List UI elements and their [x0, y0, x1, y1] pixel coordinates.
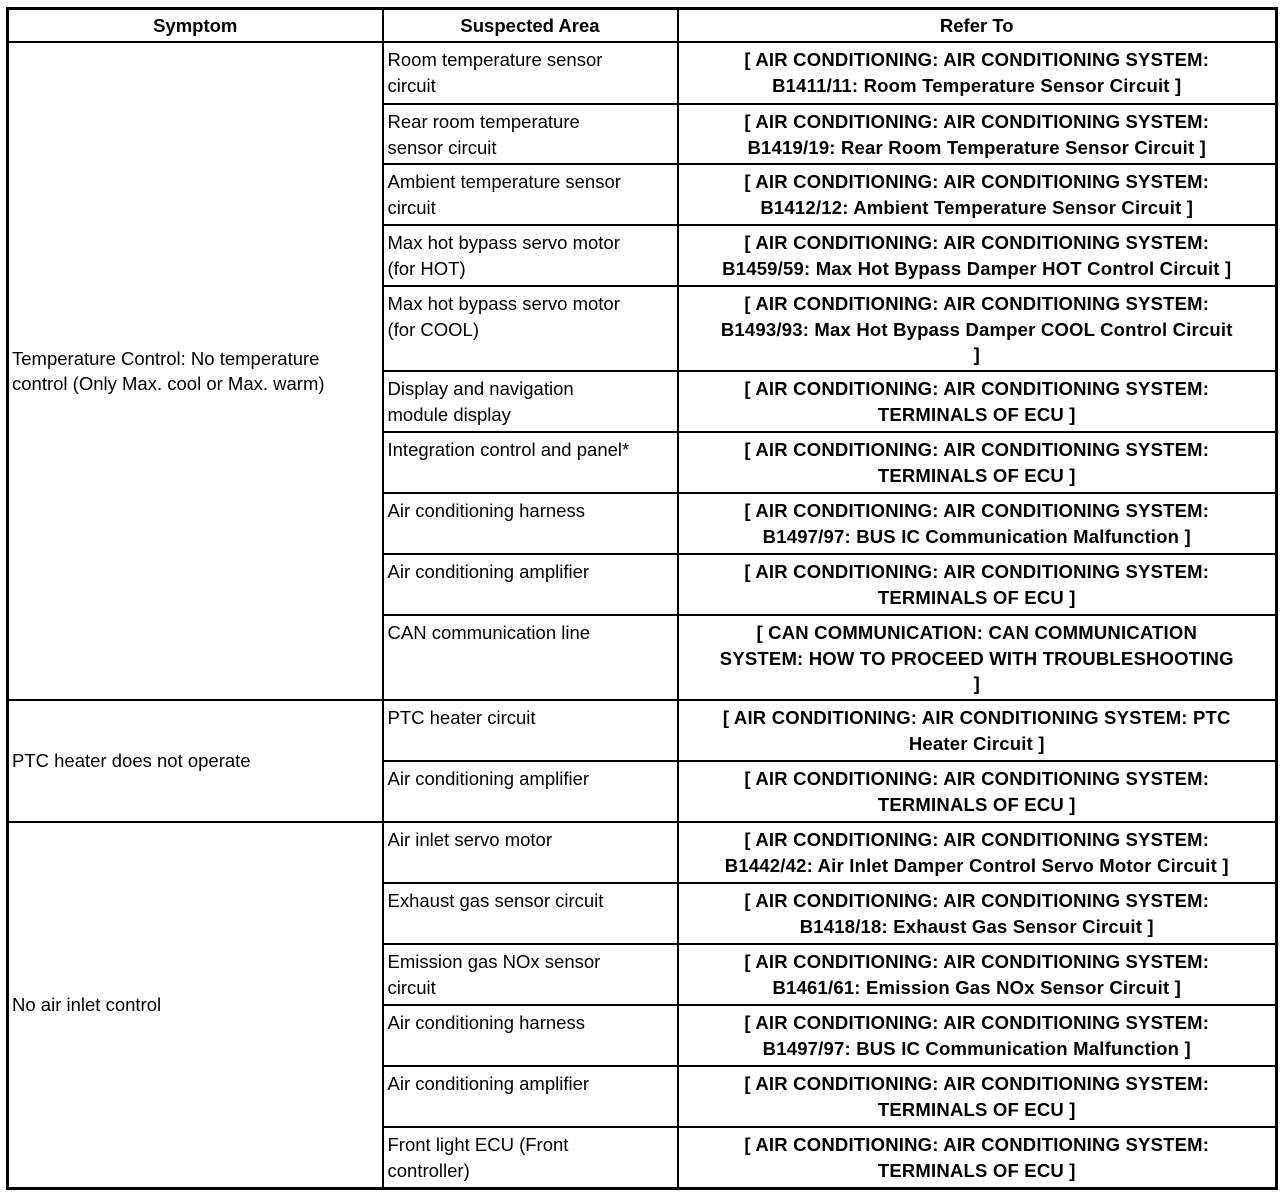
- table-row: Air conditioning amplifier[ AIR CONDITIO…: [8, 553, 1278, 616]
- refer-to-link[interactable]: [ AIR CONDITIONING: AIR CONDITIONING SYS…: [676, 1004, 1278, 1067]
- suspected-area-cell: Emission gas NOx sensor circuit: [381, 943, 679, 1006]
- refer-to-link[interactable]: [ AIR CONDITIONING: AIR CONDITIONING SYS…: [676, 943, 1278, 1006]
- table-row: Integration control and panel*[ AIR COND…: [8, 431, 1278, 494]
- troubleshooting-table: Symptom Suspected Area Refer To Temperat…: [6, 7, 1278, 1190]
- refer-to-link[interactable]: [ AIR CONDITIONING: AIR CONDITIONING SYS…: [676, 699, 1278, 762]
- refer-to-link[interactable]: [ AIR CONDITIONING: AIR CONDITIONING SYS…: [676, 1065, 1278, 1128]
- symptom-cell: Temperature Control: No temperature cont…: [6, 41, 384, 701]
- refer-to-link[interactable]: [ AIR CONDITIONING: AIR CONDITIONING SYS…: [676, 285, 1278, 372]
- table-row: Air conditioning amplifier[ AIR CONDITIO…: [8, 1065, 1278, 1128]
- table-row: Ambient temperature sensor circuit[ AIR …: [8, 163, 1278, 226]
- suspected-area-cell: Air conditioning amplifier: [381, 760, 679, 823]
- table-row: Emission gas NOx sensor circuit[ AIR CON…: [8, 943, 1278, 1006]
- suspected-area-cell: Integration control and panel*: [381, 431, 679, 494]
- refer-to-link[interactable]: [ AIR CONDITIONING: AIR CONDITIONING SYS…: [676, 370, 1278, 433]
- table-row: Exhaust gas sensor circuit[ AIR CONDITIO…: [8, 882, 1278, 945]
- header-refer-to: Refer To: [676, 7, 1278, 43]
- symptom-cell: PTC heater does not operate: [6, 699, 384, 823]
- refer-to-link[interactable]: [ AIR CONDITIONING: AIR CONDITIONING SYS…: [676, 882, 1278, 945]
- table-row: PTC heater does not operate PTC heater ci…: [6, 699, 1278, 823]
- table-row: CAN communication line[ CAN COMMUNICATIO…: [8, 614, 1278, 701]
- table-row: Display and navigation module display[ A…: [8, 370, 1278, 433]
- refer-to-link[interactable]: [ AIR CONDITIONING: AIR CONDITIONING SYS…: [676, 760, 1278, 823]
- refer-to-link[interactable]: [ AIR CONDITIONING: AIR CONDITIONING SYS…: [676, 431, 1278, 494]
- suspected-area-cell: Display and navigation module display: [381, 370, 679, 433]
- table-row: Temperature Control: No temperature cont…: [6, 41, 1278, 701]
- table-row: Air conditioning harness[ AIR CONDITIONI…: [8, 492, 1278, 555]
- refer-to-link[interactable]: [ AIR CONDITIONING: AIR CONDITIONING SYS…: [676, 553, 1278, 616]
- suspected-area-cell: PTC heater circuit: [381, 699, 679, 762]
- table-body: Temperature Control: No temperature cont…: [6, 41, 1278, 1189]
- suspected-area-cell: Max hot bypass servo motor (for HOT): [381, 224, 679, 287]
- suspected-area-cell: Air inlet servo motor: [381, 821, 679, 884]
- suspected-area-cell: Ambient temperature sensor circuit: [381, 163, 679, 226]
- refer-to-link[interactable]: [ CAN COMMUNICATION: CAN COMMUNICATION S…: [676, 614, 1278, 701]
- table-row: Front light ECU (Front controller)[ AIR …: [8, 1126, 1278, 1189]
- refer-to-link[interactable]: [ AIR CONDITIONING: AIR CONDITIONING SYS…: [676, 492, 1278, 555]
- suspected-area-cell: Air conditioning amplifier: [381, 553, 679, 616]
- table-row: No air inlet control Air inlet servo moto…: [6, 821, 1278, 1189]
- header-suspected-area: Suspected Area: [381, 7, 679, 43]
- refer-to-link[interactable]: [ AIR CONDITIONING: AIR CONDITIONING SYS…: [676, 224, 1278, 287]
- symptom-cell: No air inlet control: [6, 821, 384, 1189]
- suspected-area-cell: Front light ECU (Front controller): [381, 1126, 679, 1189]
- suspected-area-cell: Room temperature sensor circuit: [381, 41, 679, 105]
- header-symptom: Symptom: [6, 7, 384, 43]
- table-row: Rear room temperature sensor circuit[ AI…: [8, 103, 1278, 165]
- suspected-area-cell: Exhaust gas sensor circuit: [381, 882, 679, 945]
- suspected-area-cell: Air conditioning harness: [381, 1004, 679, 1067]
- refer-to-link[interactable]: [ AIR CONDITIONING: AIR CONDITIONING SYS…: [676, 1126, 1278, 1189]
- refer-to-link[interactable]: [ AIR CONDITIONING: AIR CONDITIONING SYS…: [676, 103, 1278, 165]
- header-row: Symptom Suspected Area Refer To: [6, 7, 1278, 43]
- suspected-area-cell: Rear room temperature sensor circuit: [381, 103, 679, 165]
- suspected-area-cell: Max hot bypass servo motor (for COOL): [381, 285, 679, 372]
- suspected-area-cell: Air conditioning harness: [381, 492, 679, 555]
- refer-to-link[interactable]: [ AIR CONDITIONING: AIR CONDITIONING SYS…: [676, 41, 1278, 105]
- suspected-area-cell: Air conditioning amplifier: [381, 1065, 679, 1128]
- table-row: Max hot bypass servo motor (for HOT)[ AI…: [8, 224, 1278, 287]
- table-row: Air conditioning amplifier[ AIR CONDITIO…: [8, 760, 1278, 823]
- table-row: Max hot bypass servo motor (for COOL)[ A…: [8, 285, 1278, 372]
- table-row: Air conditioning harness[ AIR CONDITIONI…: [8, 1004, 1278, 1067]
- suspected-area-cell: CAN communication line: [381, 614, 679, 701]
- refer-to-link[interactable]: [ AIR CONDITIONING: AIR CONDITIONING SYS…: [676, 821, 1278, 884]
- refer-to-link[interactable]: [ AIR CONDITIONING: AIR CONDITIONING SYS…: [676, 163, 1278, 226]
